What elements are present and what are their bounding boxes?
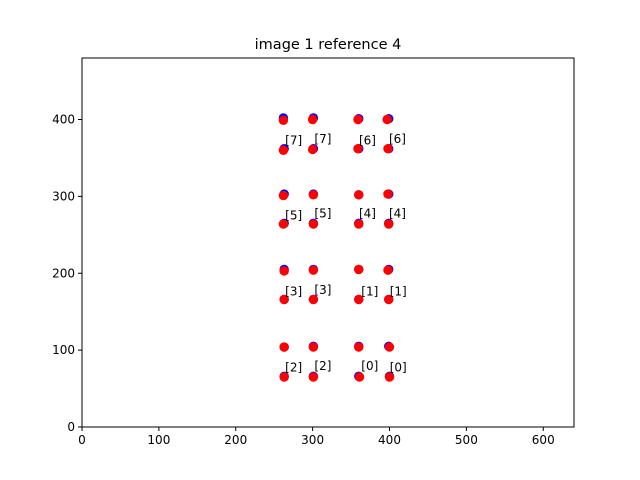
point-annotations: [7] [7] [6] [6] [5] [5] [4] [4] [3] [3] [1] [1] [2] [… (285, 132, 407, 374)
scatter-point-series-2 (353, 144, 363, 154)
chart-title: image 1 reference 4 (255, 37, 402, 53)
scatter-point-series-2 (354, 342, 364, 352)
scatter-point-series-2 (279, 342, 289, 352)
y-tick-label: 100 (52, 343, 75, 357)
point-label: [0] (390, 360, 407, 374)
x-tick-label: 200 (224, 433, 247, 447)
point-label: [1] (390, 284, 407, 298)
plot-points (278, 113, 395, 382)
scatter-point-series-2 (308, 372, 319, 382)
scatter-point-series-2 (278, 219, 289, 229)
x-tick-label: 100 (147, 433, 170, 447)
scatter-point-series-2 (308, 342, 319, 352)
scatter-point-series-2 (278, 145, 289, 155)
scatter-point-series-2 (384, 294, 394, 305)
scatter-point-series-2 (354, 372, 365, 382)
point-label: [4] (359, 207, 376, 221)
point-label: [5] (314, 207, 331, 221)
scatter-point-series-2 (307, 144, 318, 155)
scatter-point-series-2 (353, 114, 363, 125)
x-tick-label: 0 (78, 433, 86, 447)
point-label: [2] (314, 359, 331, 373)
scatter-point-series-2 (384, 372, 395, 382)
scatter-point-series-2 (354, 264, 364, 275)
x-tick-label: 600 (532, 433, 555, 447)
scatter-point-series-2 (384, 219, 394, 229)
x-tick-label: 500 (455, 433, 478, 447)
point-label: [6] (359, 134, 376, 148)
scatter-point-series-2 (279, 266, 289, 276)
scatter-point-series-2 (308, 219, 319, 229)
point-label: [1] (361, 284, 378, 298)
scatter-point-series-2 (278, 190, 289, 201)
scatter-point-series-2 (308, 294, 319, 305)
x-tick-label: 400 (378, 433, 401, 447)
scatter-point-series-2 (308, 265, 319, 275)
scatter-point-series-2 (383, 189, 393, 199)
x-axis: 0 100 200 300 400 500 600 (78, 427, 555, 447)
point-label: [4] (389, 207, 406, 221)
scatter-point-series-2 (354, 294, 364, 305)
scatter-point-series-2 (383, 144, 393, 154)
scatter-point-series-2 (354, 190, 364, 200)
point-label: [7] (314, 132, 331, 146)
point-label: [7] (285, 134, 302, 148)
point-label: [0] (361, 359, 378, 373)
point-label: [6] (389, 132, 406, 146)
scatter-point-series-2 (384, 342, 395, 352)
y-axis: 0 100 200 300 400 (52, 113, 82, 434)
scatter-point-series-2 (382, 114, 392, 125)
y-tick-label: 200 (52, 266, 75, 280)
scatter-point-series-2 (278, 115, 289, 125)
point-label: [5] (285, 208, 302, 222)
scatter-point-series-2 (308, 190, 319, 200)
scatter-point-series-2 (279, 294, 289, 305)
scatter-point-series-2 (307, 114, 318, 125)
point-label: [2] (285, 360, 302, 374)
y-tick-label: 400 (52, 113, 75, 127)
y-tick-label: 300 (52, 189, 75, 203)
point-label: [3] (285, 284, 302, 298)
x-tick-label: 300 (301, 433, 324, 447)
y-tick-label: 0 (67, 420, 75, 434)
scatter-point-series-2 (354, 219, 364, 229)
scatter-point-series-2 (383, 265, 393, 275)
point-label: [3] (314, 283, 331, 297)
plot-frame (81, 57, 575, 428)
scatter-point-series-2 (279, 372, 289, 382)
